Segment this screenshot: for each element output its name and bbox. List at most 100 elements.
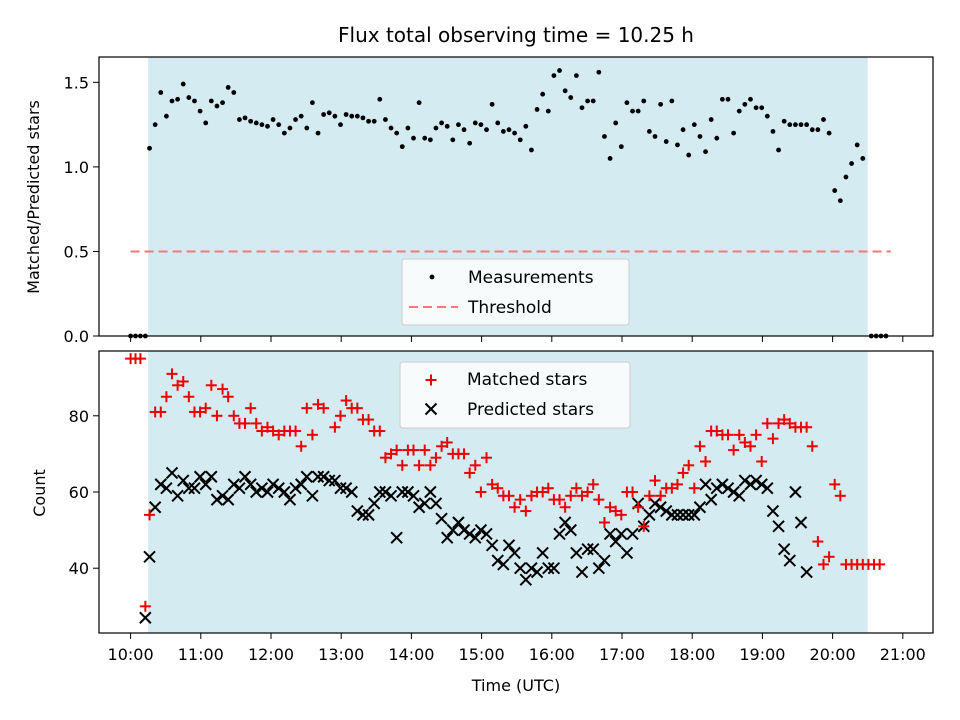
measurement-point <box>416 100 422 106</box>
matched-point <box>329 421 341 433</box>
top-y-tick-label: 0.0 <box>64 327 89 346</box>
measurement-point <box>175 96 181 102</box>
matched-point <box>458 448 470 460</box>
matched-point <box>784 417 796 429</box>
measurement-point <box>680 127 686 133</box>
predicted-point <box>283 493 297 506</box>
predicted-point <box>744 478 757 491</box>
predicted-point <box>323 474 336 487</box>
matched-point <box>261 421 273 433</box>
measurement-point <box>557 68 562 73</box>
predicted-point <box>761 481 774 495</box>
matched-point <box>604 501 616 513</box>
measurement-point <box>781 118 787 124</box>
predicted-point <box>716 478 729 491</box>
predicted-point <box>182 481 196 495</box>
matched-point <box>139 600 151 612</box>
matched-point <box>514 494 526 506</box>
measurement-point <box>214 103 220 109</box>
measurement-point <box>220 100 225 106</box>
predicted-point <box>244 478 257 491</box>
predicted-point <box>221 493 235 506</box>
measurement-point <box>540 91 546 97</box>
predicted-point <box>143 550 156 563</box>
top-y-tick-label: 0.5 <box>64 242 89 261</box>
predicted-point <box>294 478 308 491</box>
predicted-point <box>412 501 426 514</box>
measurement-point <box>388 125 394 131</box>
matched-point <box>817 558 829 570</box>
predicted-point <box>564 523 577 537</box>
predicted-point <box>384 489 398 503</box>
measurement-point <box>478 122 484 128</box>
matched-point <box>750 429 762 441</box>
predicted-point <box>783 554 796 567</box>
measurement-point <box>450 137 456 143</box>
predicted-point <box>311 470 325 483</box>
measurement-point <box>596 69 602 75</box>
measurement-point <box>697 134 703 139</box>
matched-point <box>200 402 212 414</box>
measurement-point <box>231 90 237 95</box>
matched-point <box>419 444 431 456</box>
matched-point <box>363 414 375 426</box>
matched-point <box>301 402 313 414</box>
predicted-point <box>154 478 167 491</box>
matched-point <box>537 486 549 498</box>
matched-point <box>295 440 307 452</box>
predicted-point <box>688 508 701 522</box>
matched-point <box>396 459 408 471</box>
measurement-point <box>529 147 534 153</box>
matched-point <box>306 429 318 441</box>
measurement-point <box>371 118 377 124</box>
measurement-point <box>736 108 742 114</box>
x-tick-label: 13:00 <box>318 645 364 664</box>
x-tick-label: 19:00 <box>739 645 785 664</box>
matched-point <box>194 406 206 418</box>
measurement-point <box>180 81 186 87</box>
measurement-point <box>618 144 624 150</box>
predicted-point <box>457 523 471 537</box>
matched-point <box>217 383 229 395</box>
measurement-point <box>646 129 652 134</box>
predicted-point <box>676 508 690 522</box>
x-tick-label: 14:00 <box>388 645 434 664</box>
matched-point <box>211 410 223 422</box>
legend-predicted-label: Predicted stars <box>467 400 594 420</box>
matched-point <box>554 494 566 506</box>
matched-point <box>166 368 178 380</box>
measurement-point <box>444 123 450 129</box>
matched-point <box>761 417 773 429</box>
predicted-point <box>339 481 353 495</box>
measurement-point <box>281 130 287 136</box>
measurement-point <box>360 115 366 121</box>
measurement-point <box>265 123 270 129</box>
top-y-tick-label: 1.5 <box>64 73 89 92</box>
predicted-point <box>794 516 808 529</box>
measurement-point <box>399 144 405 150</box>
predicted-point <box>418 497 431 510</box>
predicted-point <box>525 562 538 575</box>
matched-point <box>424 459 436 471</box>
legend-matched-marker <box>425 374 437 386</box>
measurement-point <box>714 135 720 141</box>
x-axis-label: Time (UTC) <box>471 676 560 695</box>
matched-point <box>711 425 723 437</box>
matched-point <box>610 505 622 517</box>
matched-point <box>318 402 330 414</box>
predicted-point <box>615 527 628 541</box>
measurement-point <box>691 122 697 128</box>
matched-point <box>177 375 189 387</box>
matched-point <box>728 444 740 456</box>
x-tick-label: 15:00 <box>459 645 505 664</box>
measurement-point <box>770 129 776 134</box>
predicted-point <box>733 489 746 503</box>
legend-threshold-label: Threshold <box>467 298 552 318</box>
measurement-point <box>837 198 843 204</box>
measurement-point <box>433 125 439 131</box>
predicted-point <box>205 470 218 483</box>
matched-point <box>228 410 240 422</box>
measurement-point <box>568 95 574 100</box>
matched-point <box>340 395 352 407</box>
measurement-point <box>579 105 585 111</box>
